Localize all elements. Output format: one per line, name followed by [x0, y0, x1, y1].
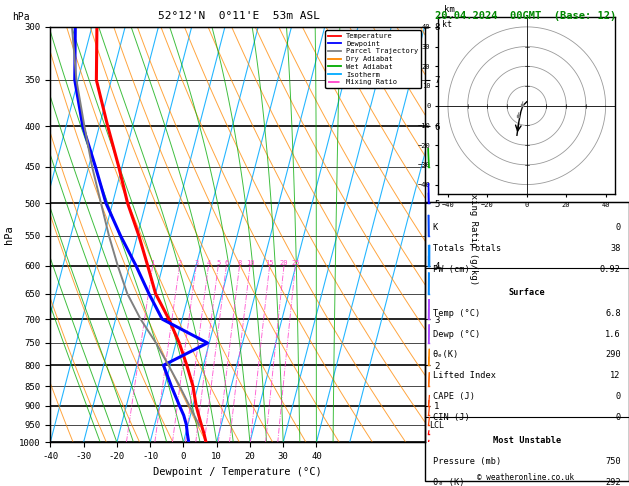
Text: 1: 1 [150, 260, 155, 266]
Text: 0: 0 [616, 223, 621, 232]
Text: 2: 2 [177, 260, 182, 266]
Text: 290: 290 [605, 350, 621, 360]
Text: 20.04.2024  00GMT  (Base: 12): 20.04.2024 00GMT (Base: 12) [435, 11, 616, 21]
Y-axis label: hPa: hPa [4, 225, 14, 244]
Legend: Temperature, Dewpoint, Parcel Trajectory, Dry Adiabat, Wet Adiabat, Isotherm, Mi: Temperature, Dewpoint, Parcel Trajectory… [325, 30, 421, 88]
Text: 0.92: 0.92 [600, 264, 621, 274]
Text: CAPE (J): CAPE (J) [433, 392, 475, 401]
Text: km
ASL: km ASL [441, 5, 457, 25]
Text: 5: 5 [216, 260, 220, 266]
Text: Lifted Index: Lifted Index [433, 371, 496, 381]
Text: 750: 750 [605, 457, 621, 467]
Text: PW (cm): PW (cm) [433, 264, 469, 274]
Text: 1.6: 1.6 [605, 330, 621, 339]
Text: 0: 0 [616, 414, 621, 422]
Text: © weatheronline.co.uk: © weatheronline.co.uk [477, 473, 574, 482]
Text: 52°12'N  0°11'E  53m ASL: 52°12'N 0°11'E 53m ASL [158, 11, 320, 21]
Text: Dewp (°C): Dewp (°C) [433, 330, 480, 339]
Text: 38: 38 [610, 243, 621, 253]
Text: Surface: Surface [508, 288, 545, 296]
Text: Pressure (mb): Pressure (mb) [433, 457, 501, 467]
Text: K: K [433, 223, 438, 232]
Text: 6.8: 6.8 [605, 309, 621, 317]
Text: 20: 20 [280, 260, 288, 266]
Text: CIN (J): CIN (J) [433, 414, 469, 422]
Text: Temp (°C): Temp (°C) [433, 309, 480, 317]
Text: Totals Totals: Totals Totals [433, 243, 501, 253]
Text: 3: 3 [194, 260, 198, 266]
Text: 25: 25 [291, 260, 299, 266]
Text: 12: 12 [610, 371, 621, 381]
Text: θₑ(K): θₑ(K) [433, 350, 459, 360]
Text: 4: 4 [206, 260, 211, 266]
Text: 8: 8 [237, 260, 242, 266]
Text: hPa: hPa [13, 12, 30, 22]
Text: 292: 292 [605, 478, 621, 486]
Text: kt: kt [442, 20, 452, 29]
Text: 15: 15 [265, 260, 274, 266]
Text: 6: 6 [224, 260, 228, 266]
X-axis label: Dewpoint / Temperature (°C): Dewpoint / Temperature (°C) [153, 467, 322, 477]
Text: 0: 0 [616, 392, 621, 401]
Text: Most Unstable: Most Unstable [493, 436, 561, 446]
Text: 10: 10 [246, 260, 254, 266]
Text: Mixing Ratio (g/kg): Mixing Ratio (g/kg) [469, 183, 478, 286]
Text: θₑ (K): θₑ (K) [433, 478, 464, 486]
Text: LCL: LCL [429, 421, 443, 430]
